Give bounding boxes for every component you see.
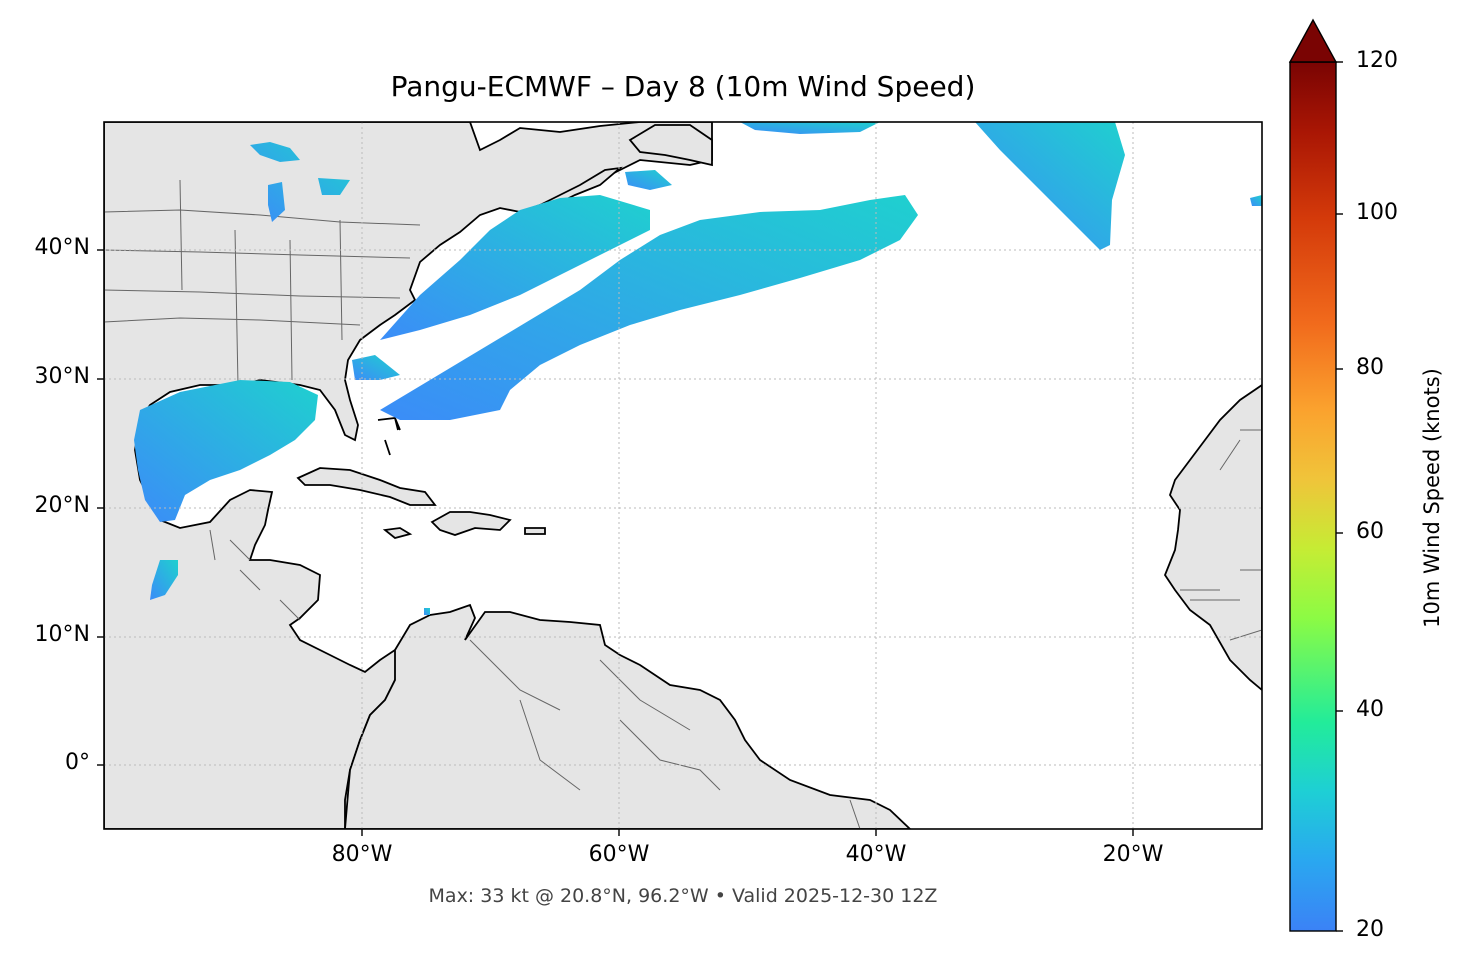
- colorbar-tick-label: 80: [1356, 355, 1384, 380]
- max-wind-footer: Max: 33 kt @ 20.8°N, 96.2°W • Valid 2025…: [428, 885, 938, 907]
- wind-gulf-of-mexico: [134, 380, 318, 522]
- colorbar-tick-label: 60: [1356, 519, 1384, 544]
- colorbar-tick-label: 20: [1356, 917, 1384, 942]
- lat-tick-label: 10°N: [34, 622, 90, 647]
- wind-carolina-small: [352, 355, 400, 380]
- cuba: [296, 467, 437, 506]
- map-gridlines: [104, 122, 1262, 829]
- lon-tick-label: 60°W: [588, 842, 650, 867]
- lat-tick-label: 40°N: [34, 235, 90, 260]
- lat-tick-label: 0°: [65, 750, 90, 775]
- map-frame: [103, 121, 1263, 830]
- wind-far-east-patch: [1250, 195, 1262, 206]
- colorbar-tick-label: 40: [1356, 697, 1384, 722]
- wind-atlantic-band: [380, 195, 918, 420]
- wind-speed-field: [134, 122, 1262, 615]
- puerto-rico: [524, 527, 546, 535]
- wind-bay-of-campeche-west: [150, 560, 178, 600]
- africa-landmass: [1163, 383, 1262, 692]
- colorbar: [1288, 18, 1343, 932]
- bahamas: [377, 417, 401, 456]
- colorbar-extend-arrow: [1288, 18, 1338, 63]
- colorbar-tick-label: 100: [1356, 200, 1398, 225]
- lon-tick-label: 40°W: [845, 842, 907, 867]
- map-area: [104, 122, 1262, 829]
- colorbar-gradient: [1289, 61, 1337, 932]
- hispaniola: [430, 511, 512, 536]
- map-title: Pangu-ECMWF – Day 8 (10m Wind Speed): [390, 70, 976, 103]
- wind-north-atlantic-east: [975, 122, 1125, 250]
- axis-ticks: [97, 249, 1134, 836]
- lon-tick-label: 20°W: [1102, 842, 1164, 867]
- wind-venezuela-dot: [424, 608, 430, 615]
- lat-tick-label: 30°N: [34, 364, 90, 389]
- south-america-landmass: [344, 603, 912, 829]
- wind-great-lakes: [250, 142, 350, 222]
- wind-east-coast-band: [380, 195, 650, 340]
- lat-tick-label: 20°N: [34, 493, 90, 518]
- wind-north-atlantic-top: [740, 122, 880, 134]
- colorbar-label: 10m Wind Speed (knots): [1420, 368, 1444, 628]
- lon-tick-label: 80°W: [331, 842, 393, 867]
- newfoundland: [628, 124, 713, 167]
- jamaica: [382, 527, 413, 539]
- wind-gulf-st-lawrence: [625, 170, 672, 190]
- colorbar-tick-label: 120: [1356, 48, 1398, 73]
- colorbar-ticks: [1336, 61, 1343, 932]
